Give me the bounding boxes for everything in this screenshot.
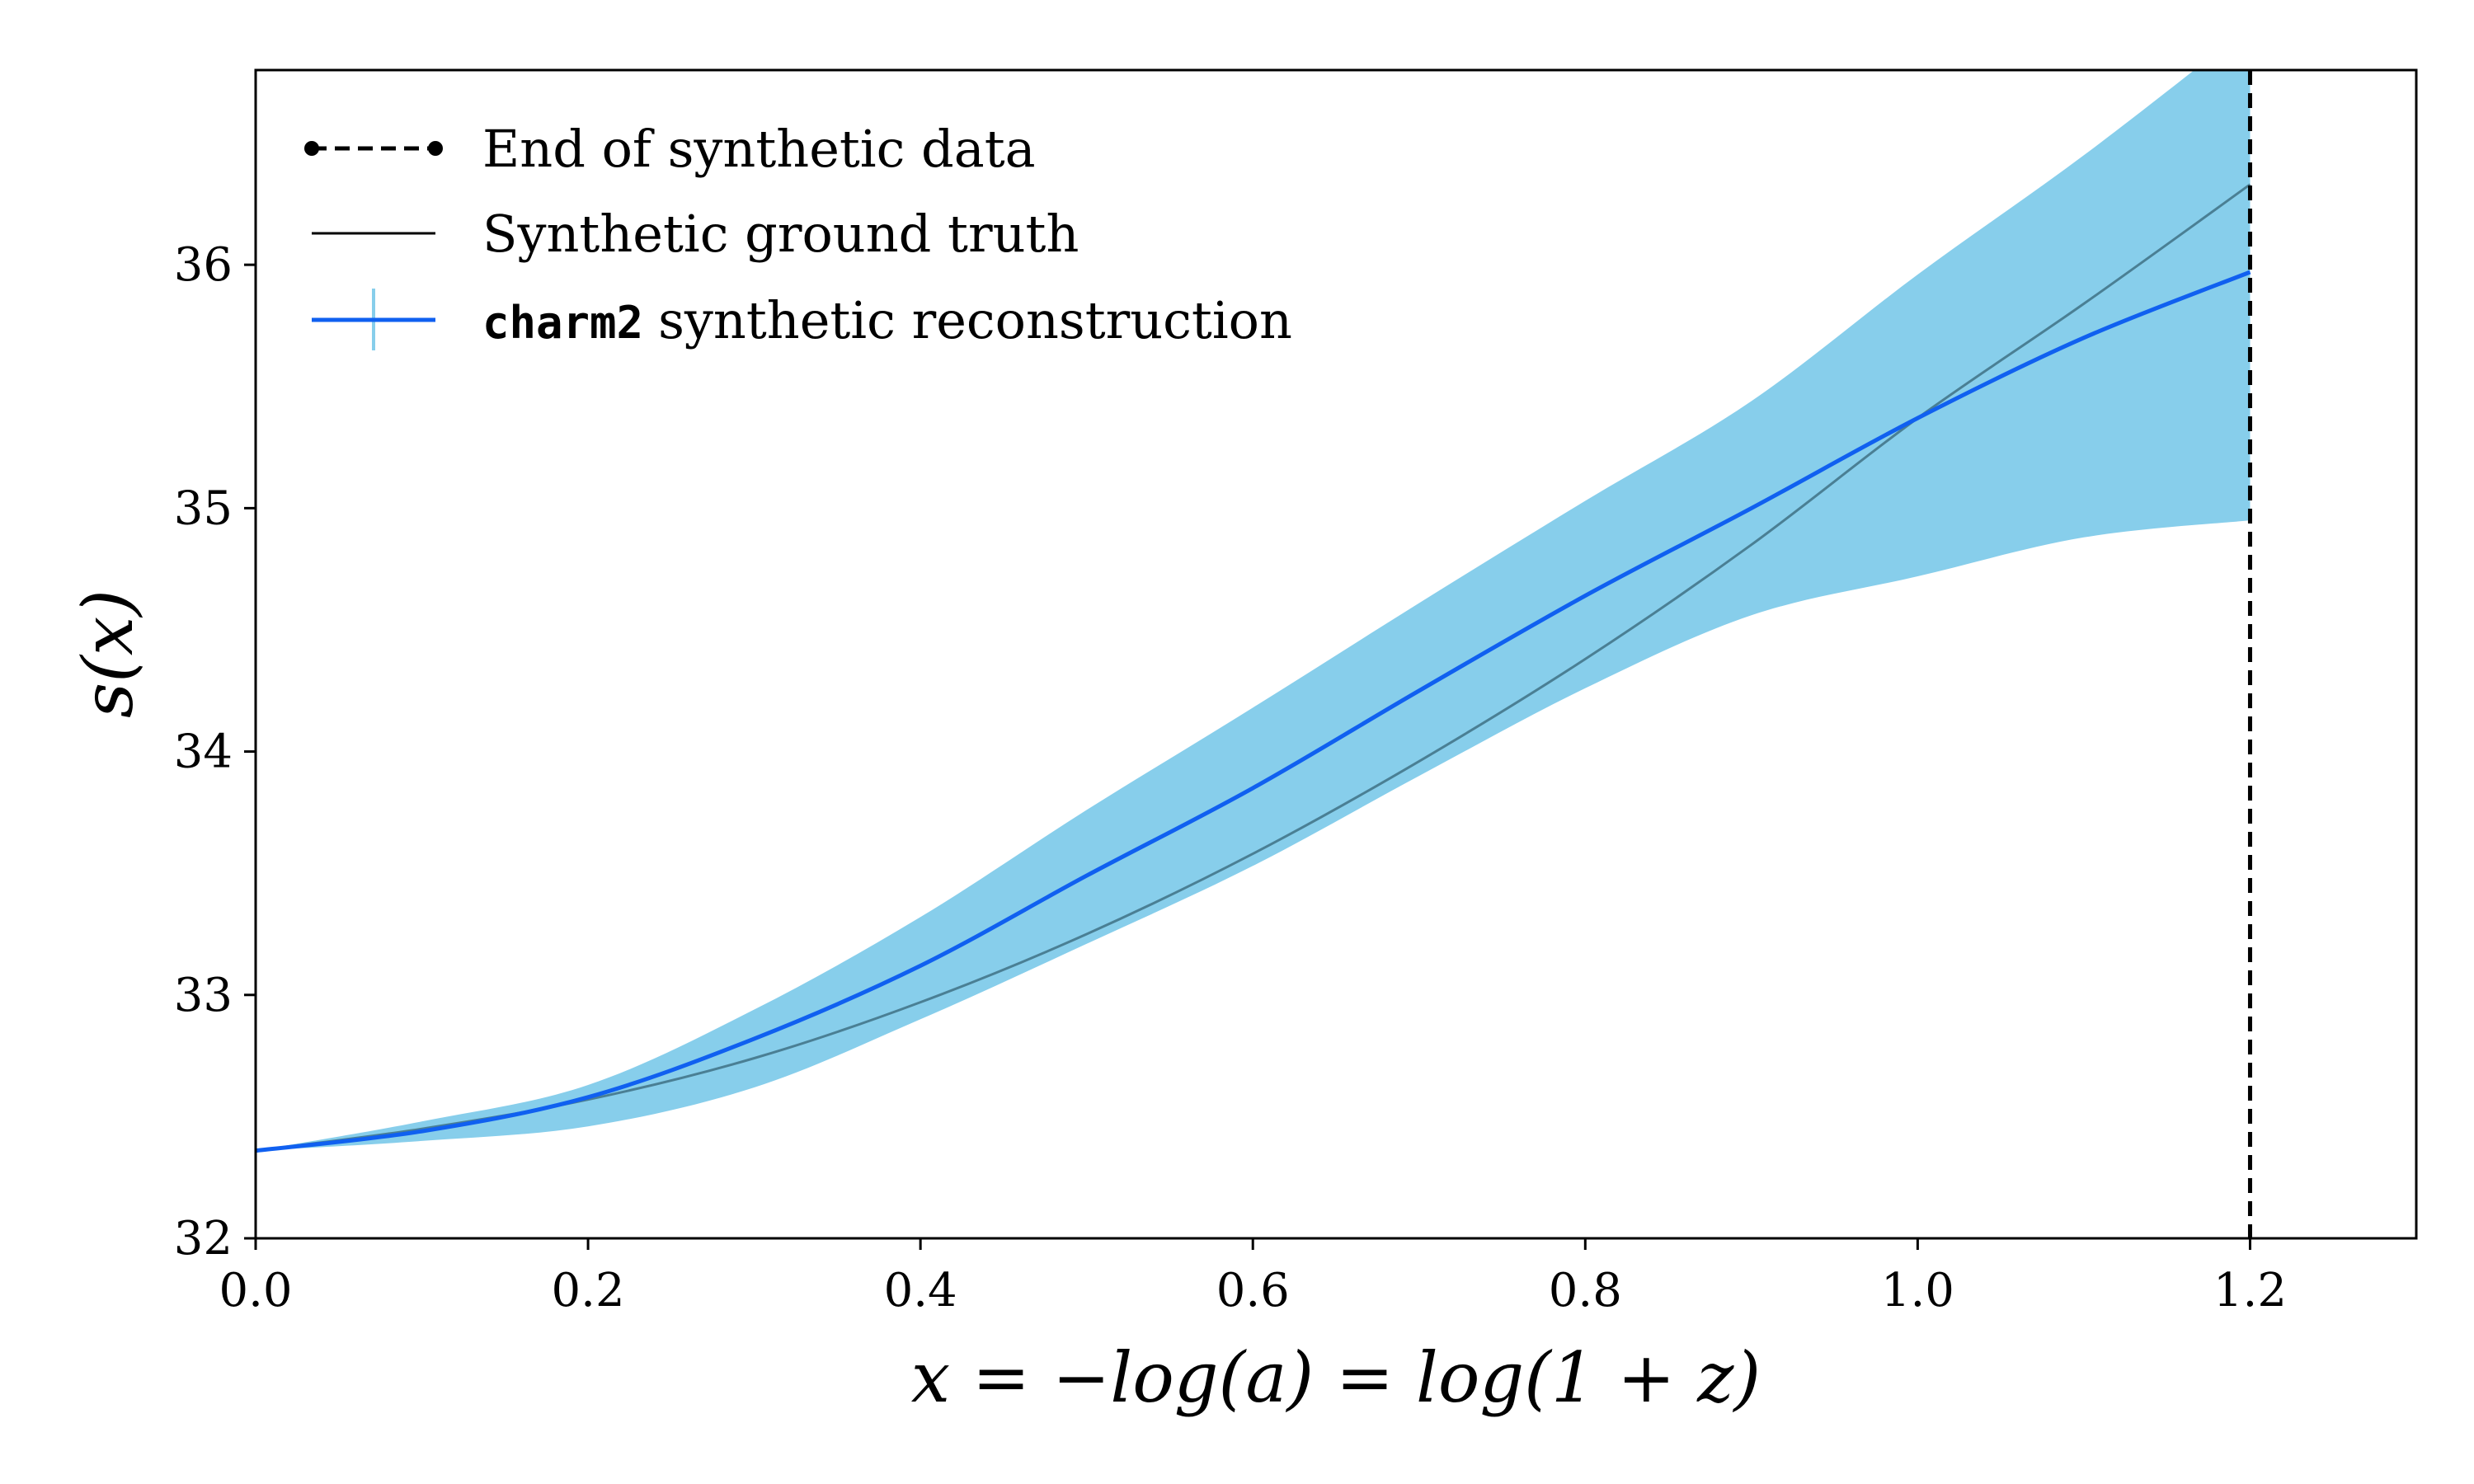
plot-area bbox=[256, 70, 2252, 1238]
legend: End of synthetic data Synthetic ground t… bbox=[304, 119, 1292, 350]
legend-truth-label: Synthetic ground truth bbox=[482, 204, 1079, 264]
reconstruction-line bbox=[256, 270, 2251, 1153]
plot-frame bbox=[254, 68, 2418, 1240]
x-tick-label: 1.0 bbox=[1881, 1264, 1954, 1317]
x-tick-label: 0.6 bbox=[1216, 1264, 1290, 1317]
legend-recon-code: charm2 bbox=[482, 297, 643, 349]
y-axis: 32 33 34 35 36 bbox=[174, 238, 256, 1266]
x-tick-label: 0.8 bbox=[1549, 1264, 1622, 1317]
legend-end-label: End of synthetic data bbox=[482, 119, 1036, 179]
legend-recon-label: charm2 synthetic reconstruction bbox=[482, 290, 1292, 350]
y-axis-title: s(x) bbox=[68, 589, 148, 718]
y-tick-label: 34 bbox=[174, 726, 233, 779]
x-axis: 0.0 0.2 0.4 0.6 0.8 1.0 1.2 bbox=[219, 1238, 2287, 1317]
x-axis-title: x = −log(a) = log(1 + z) bbox=[911, 1337, 1761, 1418]
x-tick-label: 0.0 bbox=[219, 1264, 292, 1317]
legend-end-marker-left bbox=[304, 141, 319, 156]
y-tick-label: 36 bbox=[174, 238, 233, 292]
x-tick-label: 0.2 bbox=[552, 1264, 625, 1317]
y-tick-label: 35 bbox=[174, 481, 233, 535]
y-tick-label: 32 bbox=[174, 1212, 233, 1266]
legend-recon-text: synthetic reconstruction bbox=[658, 290, 1292, 350]
y-tick-label: 33 bbox=[174, 969, 233, 1022]
x-tick-label: 0.4 bbox=[884, 1264, 957, 1317]
legend-end-marker-right bbox=[428, 141, 443, 156]
x-tick-label: 1.2 bbox=[2213, 1264, 2287, 1317]
